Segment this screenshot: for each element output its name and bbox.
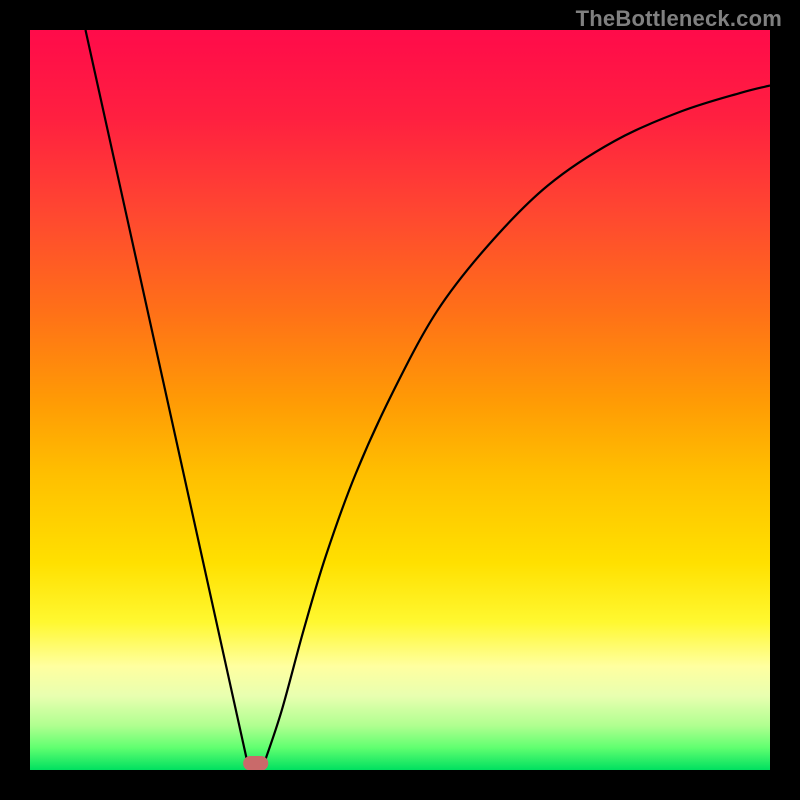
plot-background — [30, 30, 770, 770]
chart-frame: TheBottleneck.com — [0, 0, 800, 800]
minimum-marker — [243, 756, 268, 771]
watermark-text: TheBottleneck.com — [576, 6, 782, 32]
bottleneck-chart — [0, 0, 800, 800]
